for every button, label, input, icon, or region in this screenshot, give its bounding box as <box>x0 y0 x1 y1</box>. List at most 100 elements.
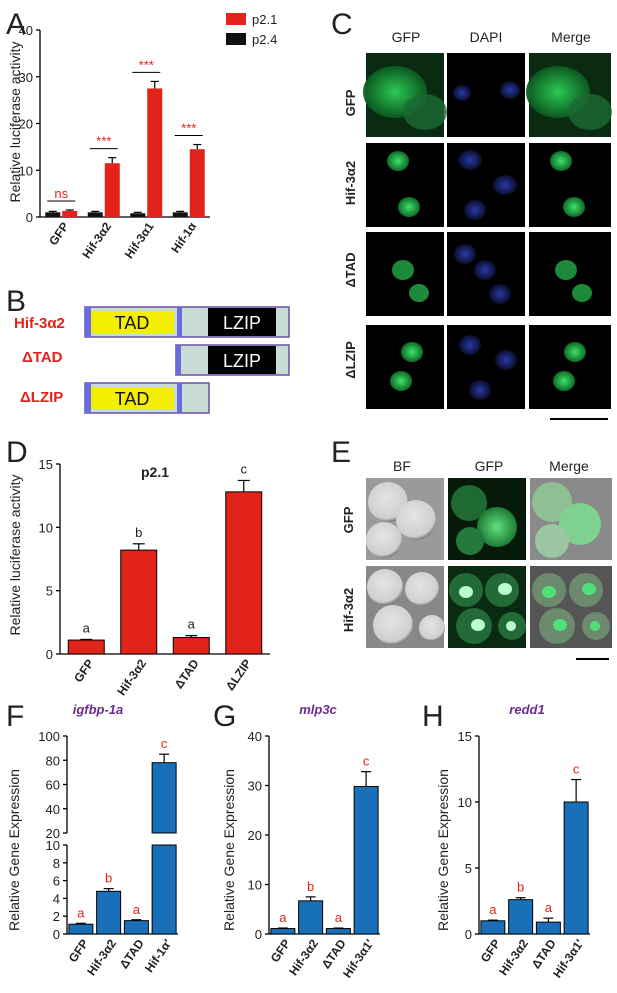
chart-d-letter-0: a <box>83 620 91 635</box>
chart-f-ylabel: Relative Gene Expression <box>6 769 22 931</box>
sig-label-0: ns <box>54 186 68 201</box>
image-e-hif3a2-gfp <box>448 566 526 648</box>
chart-h-ylabel: Relative Gene Expression <box>435 769 451 931</box>
chart-d-ytick-label: 10 <box>39 520 53 535</box>
chartG-bar-3 <box>353 785 379 935</box>
chart-h-gene-title: redd1 <box>509 702 544 717</box>
panel-label-e: E <box>331 436 351 469</box>
chartH-xlabel: Hif-3α2 <box>496 936 531 978</box>
bar-p24-1 <box>87 212 103 217</box>
chart-g-gene-title: mlp3c <box>299 702 337 717</box>
chart-d-letter-1: b <box>135 525 142 540</box>
construct-dtad: LZIP <box>175 344 290 376</box>
chart-a-legend: p2.1 p2.4 <box>226 12 277 47</box>
chart-f-ytick-label: 10 <box>46 838 60 853</box>
chartG-ytick-label: 10 <box>248 878 262 893</box>
chartG-bar-2 <box>325 928 351 935</box>
chartH-bar-2 <box>535 921 561 935</box>
chart-f-xlabel: GFP <box>66 937 92 965</box>
chart-a-ytick-label: 40 <box>19 23 33 38</box>
chart-a-xlabel: GFP <box>46 220 72 248</box>
tad-domain-label-dlzip: TAD <box>115 389 150 409</box>
image-c-hif3a2-dapi <box>447 143 525 227</box>
chart-f-letter-1: b <box>105 871 112 886</box>
image-e-gfp-gfp <box>448 478 526 560</box>
panel-label-b: B <box>6 285 26 318</box>
col-header-c-merge: Merge <box>551 29 591 45</box>
chartG-ytick-label: 40 <box>248 729 262 744</box>
chart-a: Relative luciferase activity p2.1 p2.4 0… <box>7 12 277 261</box>
sig-label-3: *** <box>181 121 196 136</box>
row-label-c-hif3a2: Hif-3α2 <box>343 161 358 205</box>
chartH-ytick-label: 10 <box>458 795 472 810</box>
chart-f-bar-3-lower <box>151 844 177 935</box>
image-e-gfp-bf <box>366 478 444 560</box>
image-c-hif3a2-merge <box>529 143 611 227</box>
legend-swatch-p21 <box>226 13 246 25</box>
panel-label-a: A <box>6 8 26 41</box>
chart-a-ylabel: Relative luciferase activity <box>7 41 23 202</box>
chart-g: Relative Gene Expression mlp3c 0 10 20 30 40… <box>221 702 380 980</box>
chart-a-ytick-label: 10 <box>19 163 33 178</box>
chartG-letter-3: c <box>363 754 370 769</box>
chart-d-ytick-label: 0 <box>46 647 53 662</box>
construct-label-hif3a2: Hif-3α2 <box>14 315 65 332</box>
construct-diagram: Hif-3α2 TAD LZIP ΔTAD LZIP ΔLZIP TAD <box>14 306 290 414</box>
chart-f-bar-3-upper <box>151 762 177 834</box>
chartG-xlabel: Hif-3α2 <box>286 936 321 978</box>
chartH-letter-1: b <box>517 880 524 895</box>
chart-d-ylabel: Relative luciferase activity <box>7 474 23 635</box>
chart-d-bar-3 <box>225 491 263 655</box>
chart-d-letter-3: c <box>241 461 248 476</box>
row-label-c-dtad: ΔTAD <box>343 252 358 287</box>
chart-d-ytick-label: 5 <box>46 584 53 599</box>
chart-d-bar-2 <box>172 637 210 655</box>
chart-d-ytick-label: 15 <box>39 457 53 472</box>
construct-label-dtad: ΔTAD <box>22 349 63 366</box>
legend-swatch-p24 <box>226 33 246 45</box>
chart-f-letter-2: a <box>133 902 141 917</box>
chart-a-xlabel: Hif-1α <box>168 219 199 255</box>
image-c-dlzip-gfp <box>366 325 444 409</box>
lzip-domain <box>208 308 276 336</box>
chart-d-title: p2.1 <box>141 464 169 480</box>
panel-label-g: G <box>213 700 236 733</box>
chart-f-ytick-label: 20 <box>46 826 60 841</box>
row-label-e-gfp: GFP <box>341 506 356 533</box>
row-label-c-dlzip: ΔLZIP <box>343 341 358 379</box>
chart-d-bar-1 <box>120 549 158 655</box>
construct-hif3a2-linker <box>177 307 182 337</box>
chart-f-ytick-label: 8 <box>53 856 60 871</box>
col-header-e-gfp: GFP <box>475 458 504 474</box>
chart-d-xlabel: GFP <box>71 657 97 685</box>
chart-f-ytick-label: 100 <box>38 729 60 744</box>
chart-d-xlabel: Hif-3α2 <box>114 656 149 698</box>
chart-f-letter-3: c <box>161 736 168 751</box>
chart-f-ytick-label: 2 <box>53 909 60 924</box>
chartG-xlabel: GFP <box>268 937 294 965</box>
chartH-ytick-label: 15 <box>458 729 472 744</box>
legend-label-p21: p2.1 <box>252 12 277 27</box>
chart-f-ytick-label: 60 <box>46 778 60 793</box>
bar-p21-2 <box>147 88 163 217</box>
col-header-e-bf: BF <box>393 458 411 474</box>
image-e-hif3a2-merge <box>530 566 612 648</box>
legend-label-p24: p2.4 <box>252 32 277 47</box>
chart-a-xlabel: Hif-3α2 <box>79 219 114 261</box>
construct-hif3a2: TAD LZIP <box>84 306 290 338</box>
chart-f-bar-2 <box>123 920 149 935</box>
sig-label-1: *** <box>96 134 111 149</box>
chartH-xlabel: GFP <box>478 937 504 965</box>
bar-p21-1 <box>104 163 120 217</box>
chartG-bar-0 <box>270 928 296 935</box>
construct-dtad-nterm <box>176 345 181 375</box>
microscopy-grid-c: GFP DAPI Merge GFP Hif-3α2 ΔTAD ΔLZIP <box>343 29 612 420</box>
chartG-letter-0: a <box>279 910 287 925</box>
chartG-ytick-label: 0 <box>255 927 262 942</box>
chartH-bar-1 <box>508 899 534 935</box>
chart-a-ytick-label: 20 <box>19 117 33 132</box>
image-c-dlzip-dapi <box>447 325 525 409</box>
chartH-letter-3: c <box>573 762 580 777</box>
chartH-bar-0 <box>480 920 506 935</box>
construct-label-dlzip: ΔLZIP <box>20 389 63 406</box>
